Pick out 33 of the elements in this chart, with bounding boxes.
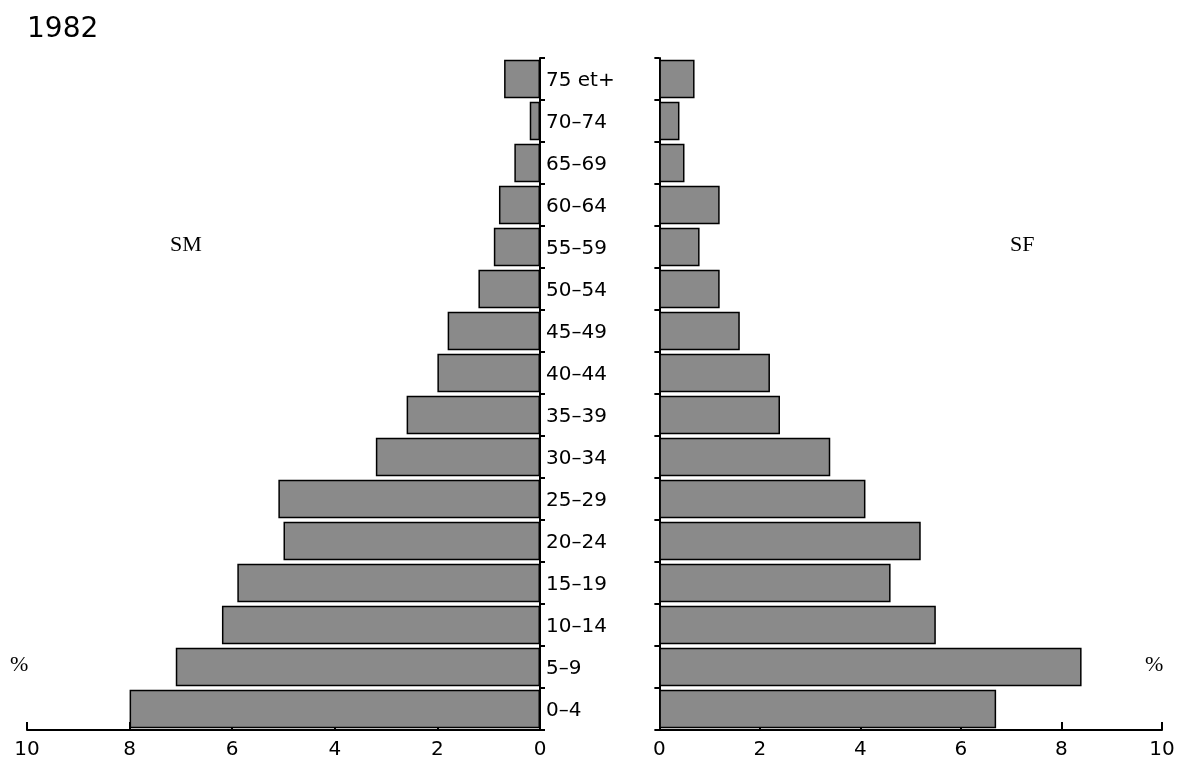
y-tick-label: 25–29 bbox=[546, 487, 607, 511]
y-tick-label: 55–59 bbox=[546, 235, 607, 259]
y-tick-label: 70–74 bbox=[546, 109, 607, 133]
x-tick-label: 6 bbox=[225, 736, 239, 760]
y-tick-label: 20–24 bbox=[546, 529, 607, 553]
y-tick-label: 0–4 bbox=[546, 697, 582, 721]
y-tick-label: 75 et+ bbox=[546, 67, 615, 91]
x-tick-label: 4 bbox=[328, 736, 342, 760]
y-tick-label: 45–49 bbox=[546, 319, 607, 343]
x-tick-label: 10 bbox=[14, 736, 40, 760]
y-tick-label: 5–9 bbox=[546, 655, 582, 679]
text: SF bbox=[1010, 230, 1035, 256]
y-tick-label: 30–34 bbox=[546, 445, 607, 469]
x-axis-title: % bbox=[1145, 650, 1164, 676]
y-tick-label: 40–44 bbox=[546, 361, 607, 385]
x-axis-title: % bbox=[10, 650, 29, 676]
x-tick-label: 6 bbox=[954, 736, 968, 760]
x-tick-label: 4 bbox=[854, 736, 867, 760]
chart-title: 1982 bbox=[27, 10, 99, 44]
x-tick-label: 2 bbox=[753, 736, 767, 760]
y-tick-label: 15–19 bbox=[546, 571, 607, 595]
x-tick-label: 2 bbox=[431, 736, 444, 760]
x-tick-label: 10 bbox=[1149, 736, 1175, 760]
text: SM bbox=[170, 230, 202, 256]
y-tick-label: 10–14 bbox=[546, 613, 607, 637]
x-tick-label: 0 bbox=[533, 736, 547, 760]
y-tick-label: 35–39 bbox=[546, 403, 607, 427]
x-tick-label: 8 bbox=[1055, 736, 1068, 760]
y-tick-label: 50–54 bbox=[546, 277, 607, 301]
y-tick-label: 65–69 bbox=[546, 151, 607, 175]
x-tick-label: 0 bbox=[653, 736, 666, 760]
x-tick-label: 8 bbox=[123, 736, 136, 760]
y-tick-label: 60–64 bbox=[546, 193, 607, 217]
